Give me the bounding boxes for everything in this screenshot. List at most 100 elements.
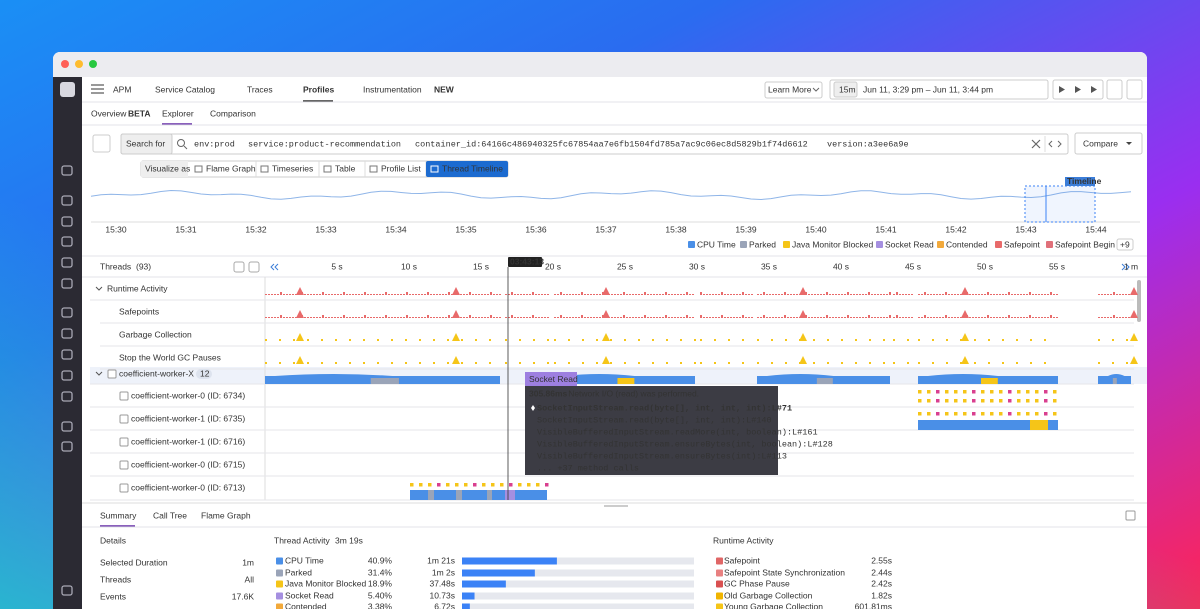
- logo[interactable]: [60, 82, 75, 97]
- activity-tick: [321, 362, 323, 364]
- visualize-option[interactable]: Flame Graph: [206, 163, 256, 173]
- sidebar-icon[interactable]: [61, 349, 73, 360]
- sidebar-icon[interactable]: [61, 257, 73, 268]
- nav-item[interactable]: APM: [113, 84, 131, 94]
- activity-tick: [826, 315, 828, 318]
- overview-selection[interactable]: [1024, 185, 1096, 223]
- sidebar-icon[interactable]: [61, 421, 73, 432]
- activity-tick: [376, 317, 378, 318]
- activity-tick: [280, 292, 282, 295]
- event-marker: [428, 483, 432, 487]
- playback-controls[interactable]: [1052, 79, 1104, 100]
- sidebar-icon[interactable]: [61, 328, 73, 339]
- activity-tick: [769, 294, 771, 295]
- summary-tab[interactable]: Flame Graph: [201, 510, 251, 520]
- nav-item[interactable]: Profiles: [303, 84, 334, 94]
- sidebar-icon[interactable]: [61, 585, 73, 596]
- threads-sort-button[interactable]: [248, 261, 260, 273]
- activity-tick: [295, 317, 297, 318]
- time-picker[interactable]: [829, 79, 1049, 100]
- scrollbar[interactable]: [1137, 280, 1141, 322]
- activity-tick: [930, 294, 932, 295]
- nav-item[interactable]: Service Catalog: [155, 84, 215, 94]
- subtab[interactable]: Comparison: [210, 108, 256, 118]
- activity-tick: [924, 292, 926, 295]
- activity-tick: [813, 339, 815, 341]
- sidebar-icon[interactable]: [61, 195, 73, 206]
- nav-item[interactable]: Traces: [247, 84, 273, 94]
- activity-tick: [662, 317, 664, 318]
- row-checkbox[interactable]: [119, 391, 129, 401]
- activity-tick: [677, 294, 679, 295]
- visualize-option[interactable]: Thread Timeline: [442, 163, 503, 173]
- activity-tick: [769, 317, 771, 318]
- sidebar-icon[interactable]: [61, 278, 73, 289]
- row-checkbox[interactable]: [119, 460, 129, 470]
- range-chip[interactable]: [833, 81, 858, 98]
- visualize-option[interactable]: Timeseries: [272, 163, 313, 173]
- close-button[interactable]: [61, 60, 69, 68]
- activity-tick: [908, 317, 910, 318]
- activity-tick: [322, 315, 324, 318]
- refresh-button[interactable]: [1126, 79, 1143, 100]
- activity-spike: [296, 310, 304, 318]
- maximize-button[interactable]: [89, 60, 97, 68]
- sidebar-icon[interactable]: [61, 441, 73, 452]
- activity-tick: [644, 292, 646, 295]
- subtab[interactable]: Overview: [91, 108, 127, 118]
- runtime-swatch: [716, 592, 723, 600]
- activity-tick: [694, 339, 696, 341]
- sidebar-icon[interactable]: [61, 370, 73, 381]
- activity-tick: [1016, 339, 1018, 341]
- visualize-option[interactable]: Table: [335, 163, 356, 173]
- subtab[interactable]: Explorer: [162, 108, 194, 118]
- threads-search-button[interactable]: [233, 261, 245, 273]
- overview-tick: 15:32: [245, 224, 267, 234]
- activity-tick: [447, 362, 449, 364]
- nav-item[interactable]: Instrumentation: [363, 84, 422, 94]
- activity-tick: [484, 294, 486, 295]
- toggle-panel-button[interactable]: [92, 134, 111, 153]
- activity-tick: [730, 317, 732, 318]
- event-marker: [1053, 399, 1057, 403]
- activity-tick: [520, 317, 522, 318]
- activity-tick: [448, 315, 450, 318]
- row-checkbox[interactable]: [119, 437, 129, 447]
- sidebar-icon[interactable]: [61, 165, 73, 176]
- activity-tick: [668, 294, 670, 295]
- learn-more-button[interactable]: [764, 81, 823, 99]
- sidebar-icon[interactable]: [61, 391, 73, 402]
- activity-tick: [960, 294, 962, 295]
- sidebar-icon[interactable]: [61, 236, 73, 247]
- activity-tick: [1053, 317, 1055, 318]
- minimize-button[interactable]: [75, 60, 83, 68]
- activity-tick: [304, 294, 306, 295]
- summary-tab[interactable]: Call Tree: [153, 510, 187, 520]
- activity-tick: [349, 362, 351, 364]
- activity-tick: [578, 294, 580, 295]
- collapse-button[interactable]: [1125, 510, 1136, 521]
- activity-tick: [1044, 362, 1046, 364]
- activity-tick: [823, 294, 825, 295]
- activity-tick: [554, 339, 556, 341]
- activity-tick: [379, 294, 381, 295]
- event-marker: [918, 412, 922, 416]
- sidebar-icon[interactable]: [61, 216, 73, 227]
- row-checkbox[interactable]: [119, 483, 129, 493]
- visualize-option[interactable]: Profile List: [381, 163, 421, 173]
- activity-spike: [799, 356, 807, 364]
- activity-tick: [908, 294, 910, 295]
- legend-more-bg[interactable]: [1116, 238, 1134, 251]
- row-checkbox[interactable]: [119, 414, 129, 424]
- sidebar-icon[interactable]: [61, 307, 73, 318]
- activity-tick: [391, 317, 393, 318]
- compare-button[interactable]: [1074, 132, 1143, 155]
- event-marker: [963, 399, 967, 403]
- activity-tick: [907, 362, 909, 364]
- activity-tick: [1014, 294, 1016, 295]
- tooltip-title: Socket Read: [529, 374, 578, 384]
- zoom-button[interactable]: [1106, 79, 1123, 100]
- row-checkbox[interactable]: [107, 369, 117, 379]
- activity-tick: [1126, 339, 1128, 341]
- summary-tab[interactable]: Summary: [100, 510, 137, 520]
